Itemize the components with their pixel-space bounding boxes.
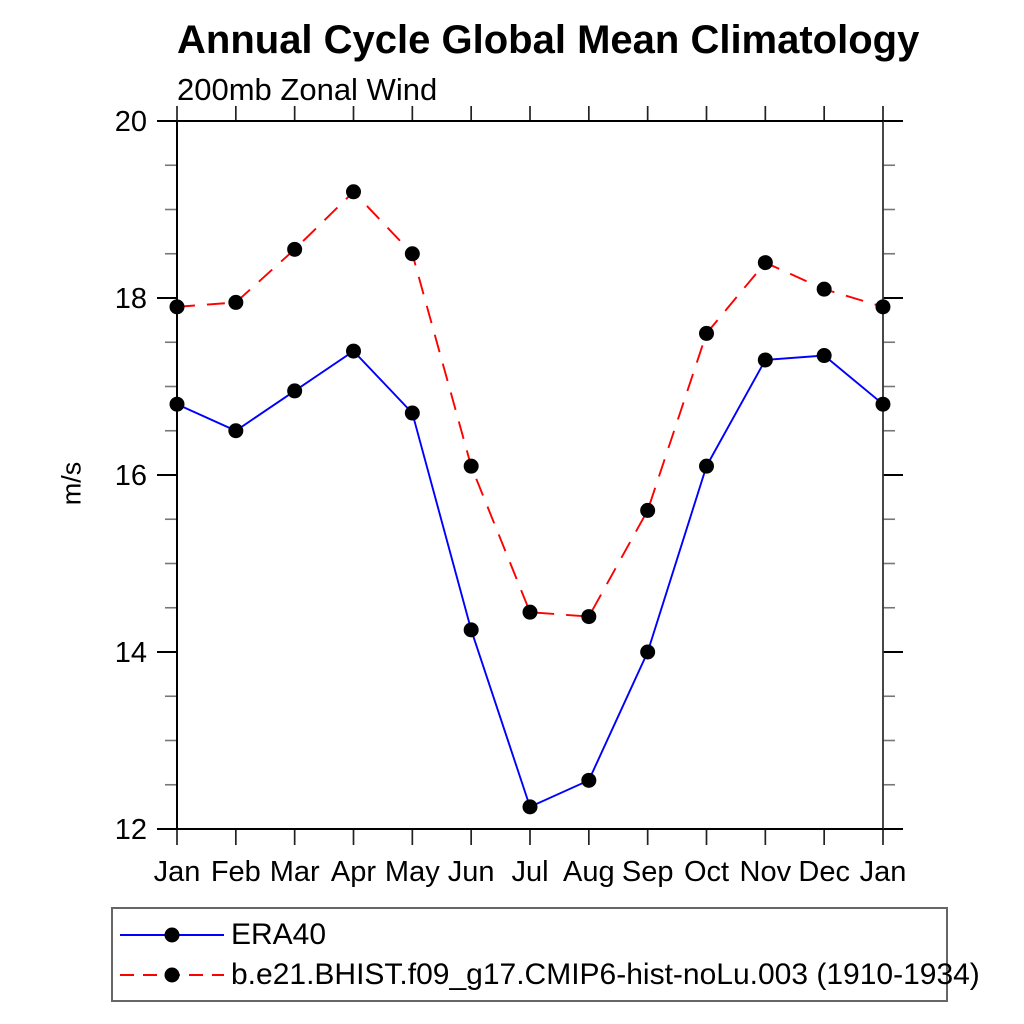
svg-text:Jul: Jul <box>511 856 548 888</box>
svg-text:16: 16 <box>115 460 147 492</box>
chart-subtitle: 200mb Zonal Wind <box>177 72 438 107</box>
svg-text:14: 14 <box>115 637 147 669</box>
svg-text:Jan: Jan <box>154 856 201 888</box>
y-tick-labels: 12 14 16 18 20 <box>115 106 147 846</box>
legend-item-model: b.e21.BHIST.f09_g17.CMIP6-hist-noLu.003 … <box>117 958 980 992</box>
legend-label-model: b.e21.BHIST.f09_g17.CMIP6-hist-noLu.003 … <box>231 957 980 991</box>
svg-text:Jun: Jun <box>448 856 495 888</box>
svg-text:20: 20 <box>115 106 147 138</box>
legend-marker-icon <box>164 927 180 942</box>
legend: ERA40 b.e21.BHIST.f09_g17.CMIP6-hist-noL… <box>111 907 980 1002</box>
legend-marker-icon <box>164 967 180 982</box>
chart-title: Annual Cycle Global Mean Climatology <box>177 18 920 62</box>
svg-text:Jan: Jan <box>860 856 907 888</box>
axis-ticks <box>157 106 903 845</box>
series-0 <box>169 343 891 815</box>
legend-line-sample-solid <box>120 927 224 942</box>
svg-text:Apr: Apr <box>331 856 376 888</box>
svg-text:Aug: Aug <box>563 856 615 888</box>
svg-text:Oct: Oct <box>684 856 729 888</box>
svg-text:Feb: Feb <box>211 856 261 888</box>
plot-frame <box>176 120 884 830</box>
svg-text:Sep: Sep <box>622 856 674 888</box>
svg-text:12: 12 <box>115 814 147 846</box>
legend-line-sample-dashed <box>120 967 224 982</box>
svg-text:Mar: Mar <box>270 856 320 888</box>
svg-text:May: May <box>385 856 440 888</box>
svg-text:18: 18 <box>115 283 147 315</box>
legend-item-era40: ERA40 <box>117 918 946 952</box>
svg-text:Dec: Dec <box>798 856 850 888</box>
x-tick-labels: Jan Feb Mar Apr May Jun Jul Aug Sep Oct Nov Dec Jan <box>154 856 907 888</box>
svg-text:Nov: Nov <box>740 856 792 888</box>
legend-label-era40: ERA40 <box>231 917 327 951</box>
series-1 <box>169 184 891 625</box>
